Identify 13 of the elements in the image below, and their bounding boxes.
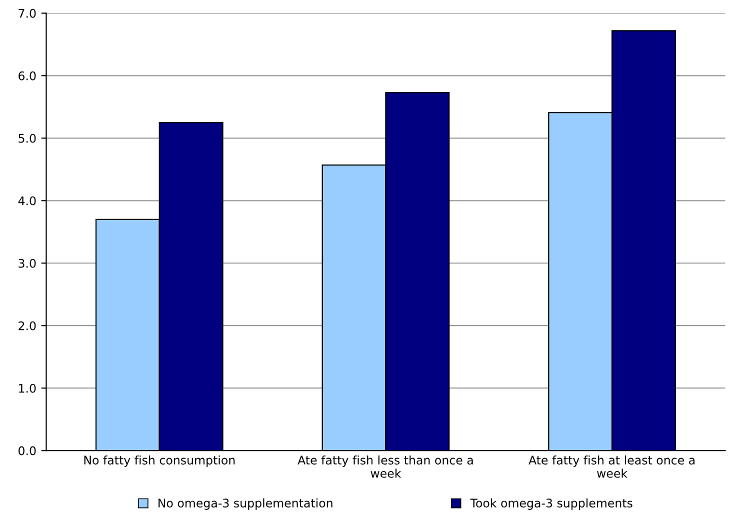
y-tick-label: 5.0 (18, 134, 36, 143)
y-tick-label: 7.0 (18, 8, 36, 18)
x-tick-label: Ate fatty fish less than once a week (298, 455, 473, 478)
legend-label: No omega-3 supplementation (158, 498, 332, 510)
x-tick-label: Ate fatty fish at least once a week (528, 455, 695, 478)
y-tick-label: 2.0 (18, 321, 36, 330)
legend-label: Took omega-3 supplements (470, 498, 632, 510)
x-tick-label: No fatty fish consumption (84, 455, 235, 467)
y-tick-label: 4.0 (18, 196, 36, 206)
y-tick-label: 3.0 (18, 258, 36, 268)
y-tick-label: 6.0 (18, 71, 36, 80)
y-tick-label: 0.0 (18, 446, 36, 456)
y-tick-label: 1.0 (19, 384, 36, 393)
